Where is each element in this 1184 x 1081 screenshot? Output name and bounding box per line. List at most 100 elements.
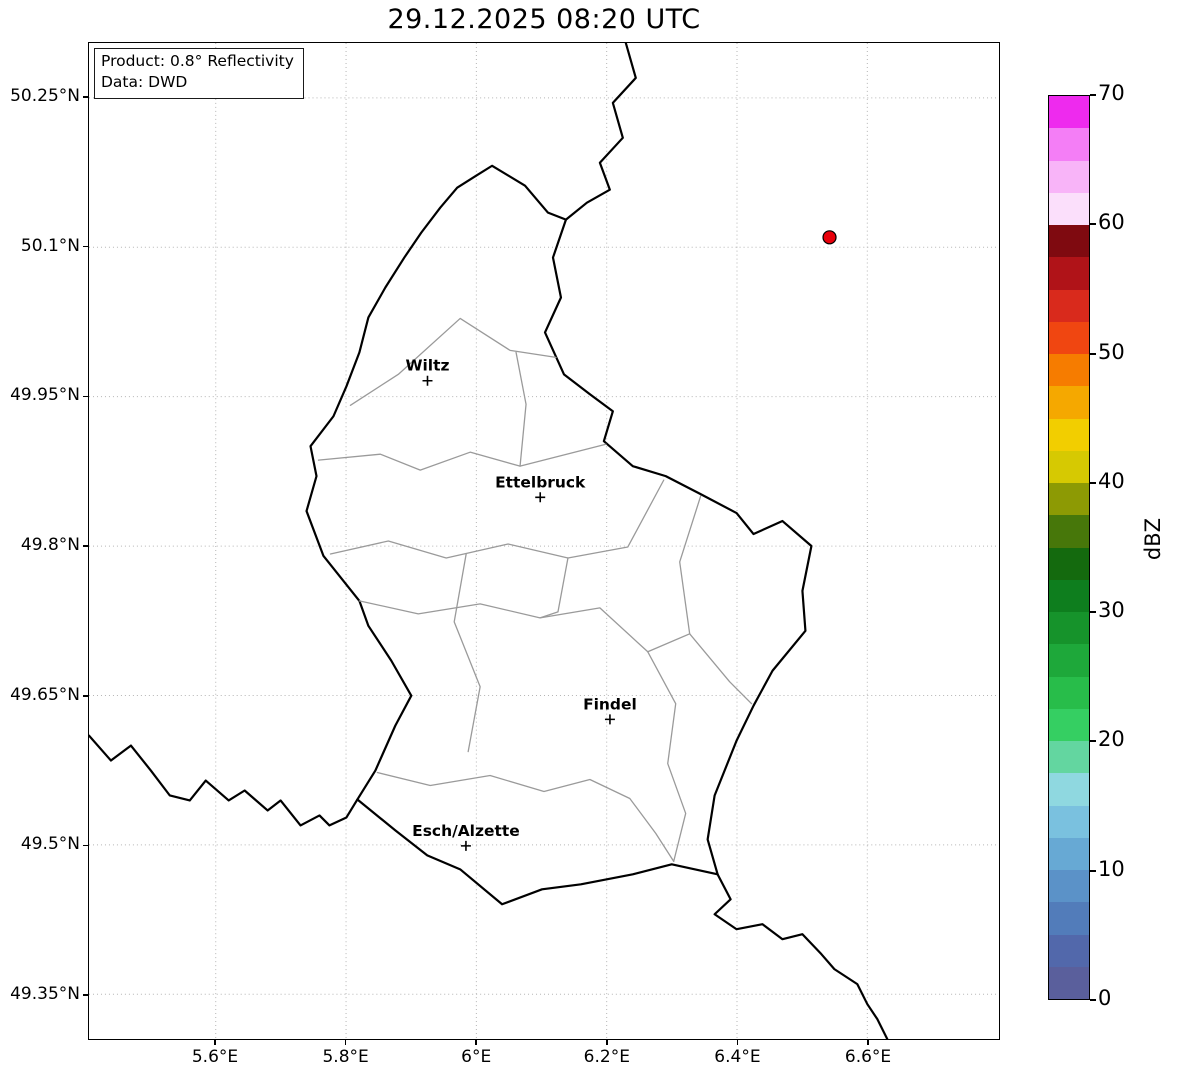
y-tick-mark — [83, 844, 88, 847]
colorbar-segment — [1049, 160, 1089, 193]
colorbar-segment — [1049, 354, 1089, 387]
colorbar-segment — [1049, 257, 1089, 290]
data-source-line: Data: DWD — [101, 73, 188, 92]
city-label: Esch/Alzette — [412, 822, 520, 840]
x-tick-mark — [606, 1040, 608, 1045]
gridline-layer — [89, 43, 999, 1039]
colorbar-tick-mark — [1090, 352, 1096, 355]
city-marker — [535, 492, 546, 503]
figure-title: 29.12.2025 08:20 UTC — [387, 4, 701, 35]
product-info-box: Product: 0.8° Reflectivity Data: DWD — [94, 48, 304, 99]
product-info-line: Product: 0.8° Reflectivity — [101, 52, 294, 70]
canton-boundary-path — [647, 651, 687, 863]
colorbar-segment — [1049, 192, 1089, 225]
x-tick-label: 6.4°E — [714, 1047, 761, 1067]
colorbar-segment — [1049, 321, 1089, 354]
colorbar-segment — [1049, 612, 1089, 645]
city-marker — [604, 714, 615, 725]
colorbar-tick-mark — [1090, 740, 1096, 743]
x-tick-label: 5.8°E — [322, 1047, 369, 1067]
canton-boundary-path — [679, 495, 753, 705]
colorbar-tick-label: 70 — [1098, 81, 1125, 105]
colorbar — [1048, 95, 1090, 1000]
germany-france-border-path — [713, 873, 889, 1039]
colorbar-segment — [1049, 450, 1089, 483]
x-tick-mark — [214, 1040, 216, 1045]
colorbar-tick-label: 20 — [1098, 727, 1125, 752]
colorbar-segment — [1049, 547, 1089, 580]
canton-boundary-path — [317, 443, 607, 471]
canton-boundary-path — [515, 351, 527, 467]
colorbar-tick-mark — [1090, 999, 1096, 1001]
border-layer — [89, 43, 889, 1039]
canton-boundary-path — [358, 600, 691, 653]
y-tick-label: 49.35°N — [10, 984, 80, 1005]
city-marker — [422, 375, 433, 386]
y-tick-mark — [83, 245, 88, 248]
colorbar-segment — [1049, 805, 1089, 838]
y-tick-label: 49.8°N — [20, 535, 80, 556]
city-layer: Wiltz Ettelbruck Findel Esch/Alzette — [405, 230, 837, 851]
colorbar-tick-mark — [1090, 611, 1096, 614]
belgium-france-border-path — [89, 734, 359, 827]
x-tick-label: 6°E — [461, 1047, 492, 1067]
colorbar-tick-mark — [1090, 869, 1096, 872]
city-marker — [460, 840, 471, 851]
x-tick-label: 6.6°E — [844, 1047, 892, 1067]
colorbar-tick-label: 50 — [1098, 339, 1125, 364]
y-tick-mark — [83, 994, 88, 996]
colorbar-segment — [1049, 902, 1089, 935]
colorbar-segment — [1049, 128, 1089, 161]
colorbar-tick-label: 30 — [1098, 598, 1125, 623]
canton-boundary-path — [539, 557, 569, 619]
canton-boundary-path — [453, 553, 481, 753]
colorbar-tick-mark — [1090, 481, 1096, 484]
x-tick-mark — [867, 1040, 869, 1045]
city-label: Ettelbruck — [495, 473, 586, 491]
y-tick-label: 49.95°N — [10, 385, 80, 406]
y-tick-mark — [83, 694, 88, 697]
colorbar-segment — [1049, 225, 1089, 258]
colorbar-segment — [1049, 386, 1089, 419]
canton-boundary-path — [376, 771, 675, 863]
belgium-germany-border-path — [564, 43, 637, 221]
colorbar-segment — [1049, 934, 1089, 967]
colorbar-tick-label: 40 — [1098, 468, 1125, 493]
canton-boundary-path — [349, 317, 557, 406]
y-tick-label: 50.25°N — [10, 85, 80, 106]
colorbar-segment — [1049, 708, 1089, 741]
colorbar-segment — [1049, 644, 1089, 677]
colorbar-segment — [1049, 870, 1089, 903]
x-tick-mark — [736, 1040, 739, 1045]
colorbar-segment — [1049, 483, 1089, 516]
canton-boundary-path — [329, 479, 665, 559]
colorbar-tick-mark — [1090, 223, 1096, 226]
x-tick-mark — [344, 1040, 347, 1045]
colorbar-segment — [1049, 741, 1089, 774]
y-tick-mark — [83, 395, 88, 398]
colorbar-segment — [1049, 676, 1089, 709]
colorbar-segment — [1049, 418, 1089, 451]
colorbar-segment — [1049, 96, 1089, 129]
city-label: Findel — [583, 695, 637, 713]
colorbar-segment — [1049, 966, 1089, 999]
map-plot-area: Wiltz Ettelbruck Findel Esch/Alzette Produc… — [88, 42, 1000, 1040]
x-tick-label: 6.2°E — [583, 1047, 630, 1067]
map-svg: Wiltz Ettelbruck Findel Esch/Alzette — [89, 43, 999, 1039]
colorbar-tick-label: 10 — [1098, 856, 1125, 881]
colorbar-unit-label: dBZ — [1141, 517, 1165, 561]
canton-boundaries — [317, 317, 753, 863]
x-tick-mark — [475, 1040, 477, 1045]
y-tick-mark — [83, 545, 88, 547]
colorbar-segment — [1049, 773, 1089, 806]
radar-location-dot — [822, 230, 837, 245]
colorbar-tick-mark — [1090, 94, 1096, 96]
colorbar-segment — [1049, 837, 1089, 870]
luxembourg-border-path — [305, 164, 813, 906]
colorbar-segment — [1049, 515, 1089, 548]
y-tick-mark — [83, 96, 88, 98]
colorbar-tick-label: 0 — [1098, 986, 1112, 1010]
y-tick-label: 49.5°N — [20, 834, 80, 855]
x-tick-label: 5.6°E — [191, 1047, 239, 1067]
